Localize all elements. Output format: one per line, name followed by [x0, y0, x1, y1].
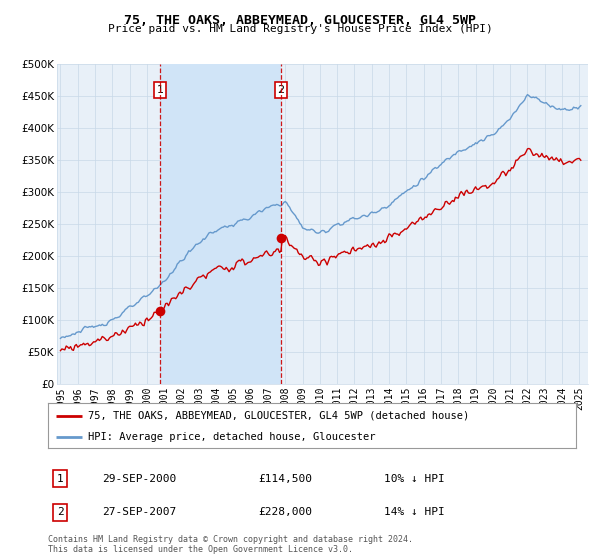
Text: 29-SEP-2000: 29-SEP-2000 — [102, 474, 176, 484]
Text: 75, THE OAKS, ABBEYMEAD, GLOUCESTER, GL4 5WP: 75, THE OAKS, ABBEYMEAD, GLOUCESTER, GL4… — [124, 14, 476, 27]
Text: HPI: Average price, detached house, Gloucester: HPI: Average price, detached house, Glou… — [88, 432, 375, 442]
Text: £114,500: £114,500 — [258, 474, 312, 484]
Text: Price paid vs. HM Land Registry's House Price Index (HPI): Price paid vs. HM Land Registry's House … — [107, 24, 493, 34]
Text: 1: 1 — [157, 85, 163, 95]
Text: 1: 1 — [56, 474, 64, 484]
Text: 27-SEP-2007: 27-SEP-2007 — [102, 507, 176, 517]
Text: 75, THE OAKS, ABBEYMEAD, GLOUCESTER, GL4 5WP (detached house): 75, THE OAKS, ABBEYMEAD, GLOUCESTER, GL4… — [88, 410, 469, 421]
Text: 2: 2 — [56, 507, 64, 517]
Text: 10% ↓ HPI: 10% ↓ HPI — [384, 474, 445, 484]
Text: Contains HM Land Registry data © Crown copyright and database right 2024.
This d: Contains HM Land Registry data © Crown c… — [48, 535, 413, 554]
Text: 2: 2 — [277, 85, 284, 95]
Text: 14% ↓ HPI: 14% ↓ HPI — [384, 507, 445, 517]
Bar — [160, 64, 281, 384]
Text: £228,000: £228,000 — [258, 507, 312, 517]
